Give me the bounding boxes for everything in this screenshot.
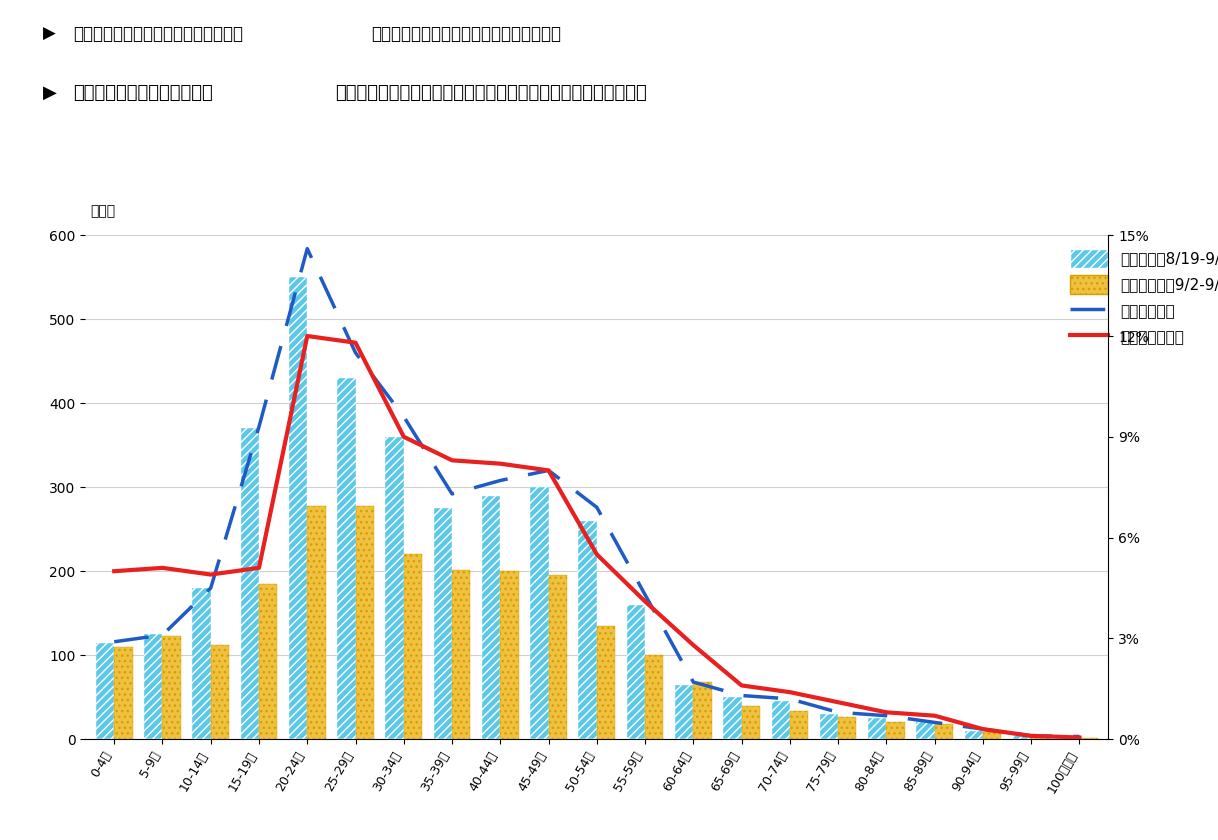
Bar xyxy=(916,722,934,739)
Bar xyxy=(868,718,887,739)
Bar xyxy=(385,437,404,739)
Bar xyxy=(579,521,597,739)
Text: ため、陽性者総数の減少が各年齢区分の陽性者数の減少に寄与。: ため、陽性者総数の減少が各年齢区分の陽性者数の減少に寄与。 xyxy=(335,84,647,102)
Bar xyxy=(452,570,470,739)
Text: 年齢構成に大きな変化はない: 年齢構成に大きな変化はない xyxy=(73,84,213,102)
Text: ▶: ▶ xyxy=(43,84,68,102)
Bar xyxy=(742,706,760,739)
Bar xyxy=(307,506,325,739)
Bar xyxy=(211,645,229,739)
Bar xyxy=(1013,735,1032,739)
Text: 直近２週間と前２週間を比較すると、: 直近２週間と前２週間を比較すると、 xyxy=(73,25,244,43)
Text: ほぼすべての年齢区分で陽性者数が減少。: ほぼすべての年齢区分で陽性者数が減少。 xyxy=(371,25,561,43)
Bar xyxy=(887,722,905,739)
Bar xyxy=(356,506,374,739)
Bar xyxy=(162,636,180,739)
Bar xyxy=(1032,737,1050,739)
Text: （人）: （人） xyxy=(90,204,116,218)
Bar xyxy=(530,487,548,739)
Bar xyxy=(192,588,211,739)
Bar xyxy=(820,714,838,739)
Bar xyxy=(675,685,693,739)
Bar xyxy=(627,605,646,739)
Bar xyxy=(96,643,114,739)
Bar xyxy=(789,711,809,739)
Bar xyxy=(144,634,162,739)
Bar xyxy=(693,682,711,739)
Bar xyxy=(1061,737,1079,739)
Bar xyxy=(597,626,615,739)
Bar xyxy=(259,584,278,739)
Bar xyxy=(434,508,452,739)
Bar xyxy=(404,554,423,739)
Bar xyxy=(501,571,519,739)
Bar xyxy=(337,378,356,739)
Bar xyxy=(934,724,952,739)
Bar xyxy=(646,655,664,739)
Bar xyxy=(548,575,566,739)
Bar xyxy=(289,277,307,739)
Legend: 前２週間（8/19-9/1）, 直近２週間（9/2-9/15）, 前２週間割合, 直近２週間割合: 前２週間（8/19-9/1）, 直近２週間（9/2-9/15）, 前２週間割合,… xyxy=(1063,243,1218,353)
Bar xyxy=(1079,738,1097,739)
Text: ▶: ▶ xyxy=(43,25,66,43)
Bar xyxy=(241,428,259,739)
Bar xyxy=(965,731,983,739)
Bar xyxy=(771,701,789,739)
Bar xyxy=(114,647,133,739)
Bar xyxy=(983,732,1001,739)
Bar xyxy=(482,496,501,739)
Bar xyxy=(838,717,856,739)
Bar xyxy=(723,697,742,739)
